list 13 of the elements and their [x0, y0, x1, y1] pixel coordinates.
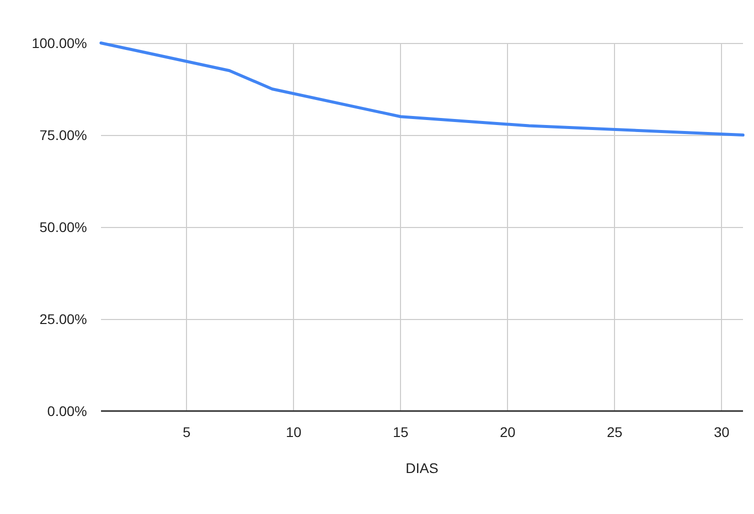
y-tick-label: 100.00% — [32, 35, 87, 51]
x-axis-title: DIAS — [406, 460, 438, 476]
x-tick-label: 30 — [714, 424, 730, 440]
x-tick-label: 10 — [286, 424, 302, 440]
y-tick-label: 25.00% — [40, 311, 87, 327]
x-tick-label: 15 — [392, 424, 409, 440]
line-series — [100, 42, 744, 136]
x-tick-label: 25 — [606, 424, 623, 440]
y-tick-label: 75.00% — [40, 127, 87, 143]
x-tick-label: 5 — [182, 424, 191, 440]
x-tick-label: 20 — [500, 424, 516, 440]
y-tick-label: 0.00% — [47, 403, 87, 419]
y-tick-label: 50.00% — [40, 219, 87, 235]
